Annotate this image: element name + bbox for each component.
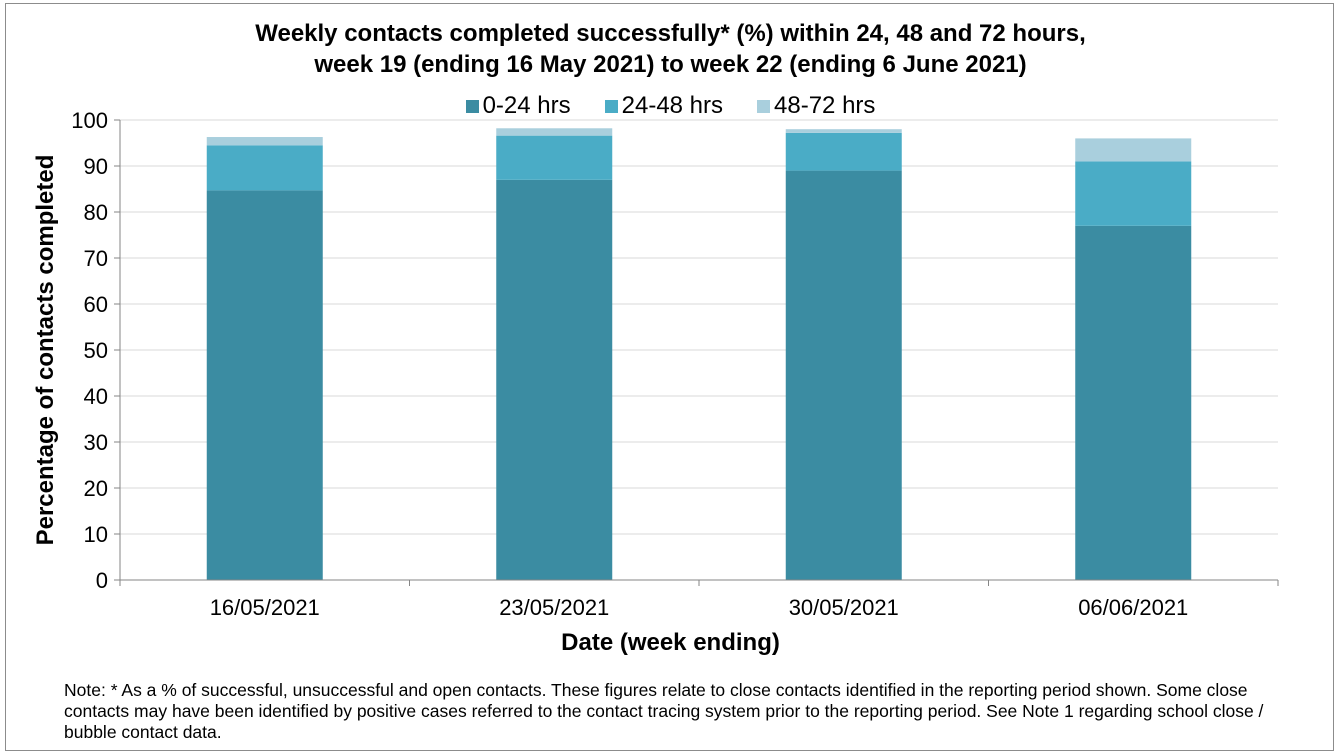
chart-title-line-2: week 19 (ending 16 May 2021) to week 22 … [314,51,1027,78]
y-tick-label-70: 70 [84,246,108,271]
bar-16-05-2021-series-1 [206,190,323,580]
legend-swatch-0-24 [465,99,479,113]
legend-item-24-48: 24-48 hrs [604,92,724,119]
legend-label-24-48: 24-48 hrs [621,92,724,119]
y-tick-label-0: 0 [96,568,108,593]
bar-06-06-2021-series-2 [1075,161,1192,226]
x-tick-label-1: 16/05/2021 [210,595,320,620]
y-tick-label-20: 20 [84,476,108,501]
legend-swatch-24-48 [604,99,618,113]
bar-16-05-2021-series-3 [206,137,323,146]
x-tick-label-4: 06/06/2021 [1078,595,1188,620]
bar-23-05-2021-series-3 [496,128,613,136]
chart-title-line-1: Weekly contacts completed successfully* … [255,20,1086,47]
bar-23-05-2021-series-2 [496,135,613,180]
y-tick-label-80: 80 [84,200,108,225]
bar-23-05-2021-series-1 [496,179,613,581]
legend-swatch-48-72 [757,99,771,113]
bar-06-06-2021-series-3 [1075,138,1192,162]
bar-30-05-2021-series-1 [785,170,902,580]
x-axis-label: Date (week ending) [561,629,780,656]
bar-30-05-2021-series-3 [785,129,902,133]
y-tick-label-60: 60 [84,292,108,317]
legend-item-48-72: 48-72 hrs [757,93,875,119]
y-tick-label-90: 90 [84,154,108,179]
y-tick-label-40: 40 [84,384,108,409]
legend: 0-24 hrs 24-48 hrs 48-72 hrs [0,93,1341,119]
legend-label-48-72: 48-72 hrs [774,92,876,119]
x-tick-label-2: 23/05/2021 [499,595,609,620]
y-tick-label-100: 100 [71,108,108,133]
y-tick-label-50: 50 [84,338,108,363]
x-tick-label-3: 30/05/2021 [789,595,899,620]
y-tick-label-30: 30 [84,430,108,455]
chart-title: Weekly contacts completed successfully* … [0,18,1341,80]
bar-06-06-2021-series-1 [1075,225,1192,581]
legend-item-0-24: 0-24 hrs [465,92,571,119]
legend-label-0-24: 0-24 hrs [482,92,571,119]
bar-30-05-2021-series-2 [785,132,902,171]
y-tick-label-10: 10 [84,522,108,547]
footnote: Note: * As a % of successful, unsuccessf… [64,680,1264,742]
bar-16-05-2021-series-2 [206,145,323,191]
